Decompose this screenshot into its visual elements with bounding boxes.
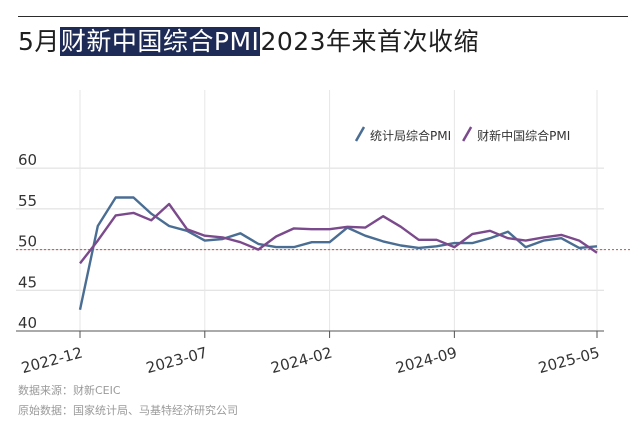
chart-title: 5月财新中国综合PMI2023年来首次收缩 [18,24,479,60]
x-tick-label: 2025-05 [536,344,601,378]
original-data-note: 原始数据：国家统计局、马基特经济研究公司 [18,404,238,417]
legend-label-0: 统计局综合PMI [370,128,451,143]
legend-swatch-0 [354,126,366,142]
y-tick-label: 55 [18,192,37,210]
data-source-note: 数据来源：财新CEIC [18,384,121,397]
legend-label-1: 财新中国综合PMI [477,128,570,143]
series-line-0 [78,196,598,311]
legend-swatch-1 [462,126,473,142]
y-tick-label: 50 [18,233,37,251]
top-rule [18,16,628,17]
x-tick-label: 2022-12 [19,344,84,378]
y-tick-label: 60 [18,151,37,169]
title-suffix: 2023年来首次收缩 [260,27,480,56]
x-tick-label: 2024-02 [269,344,334,378]
title-prefix: 5月 [18,27,60,56]
x-tick-label: 2023-07 [144,344,209,378]
y-tick-label: 40 [18,314,37,332]
y-tick-label: 45 [18,273,37,291]
x-tick-label: 2024-09 [394,344,459,378]
series-line-1 [79,202,598,265]
title-highlight: 财新中国综合PMI [59,27,261,56]
